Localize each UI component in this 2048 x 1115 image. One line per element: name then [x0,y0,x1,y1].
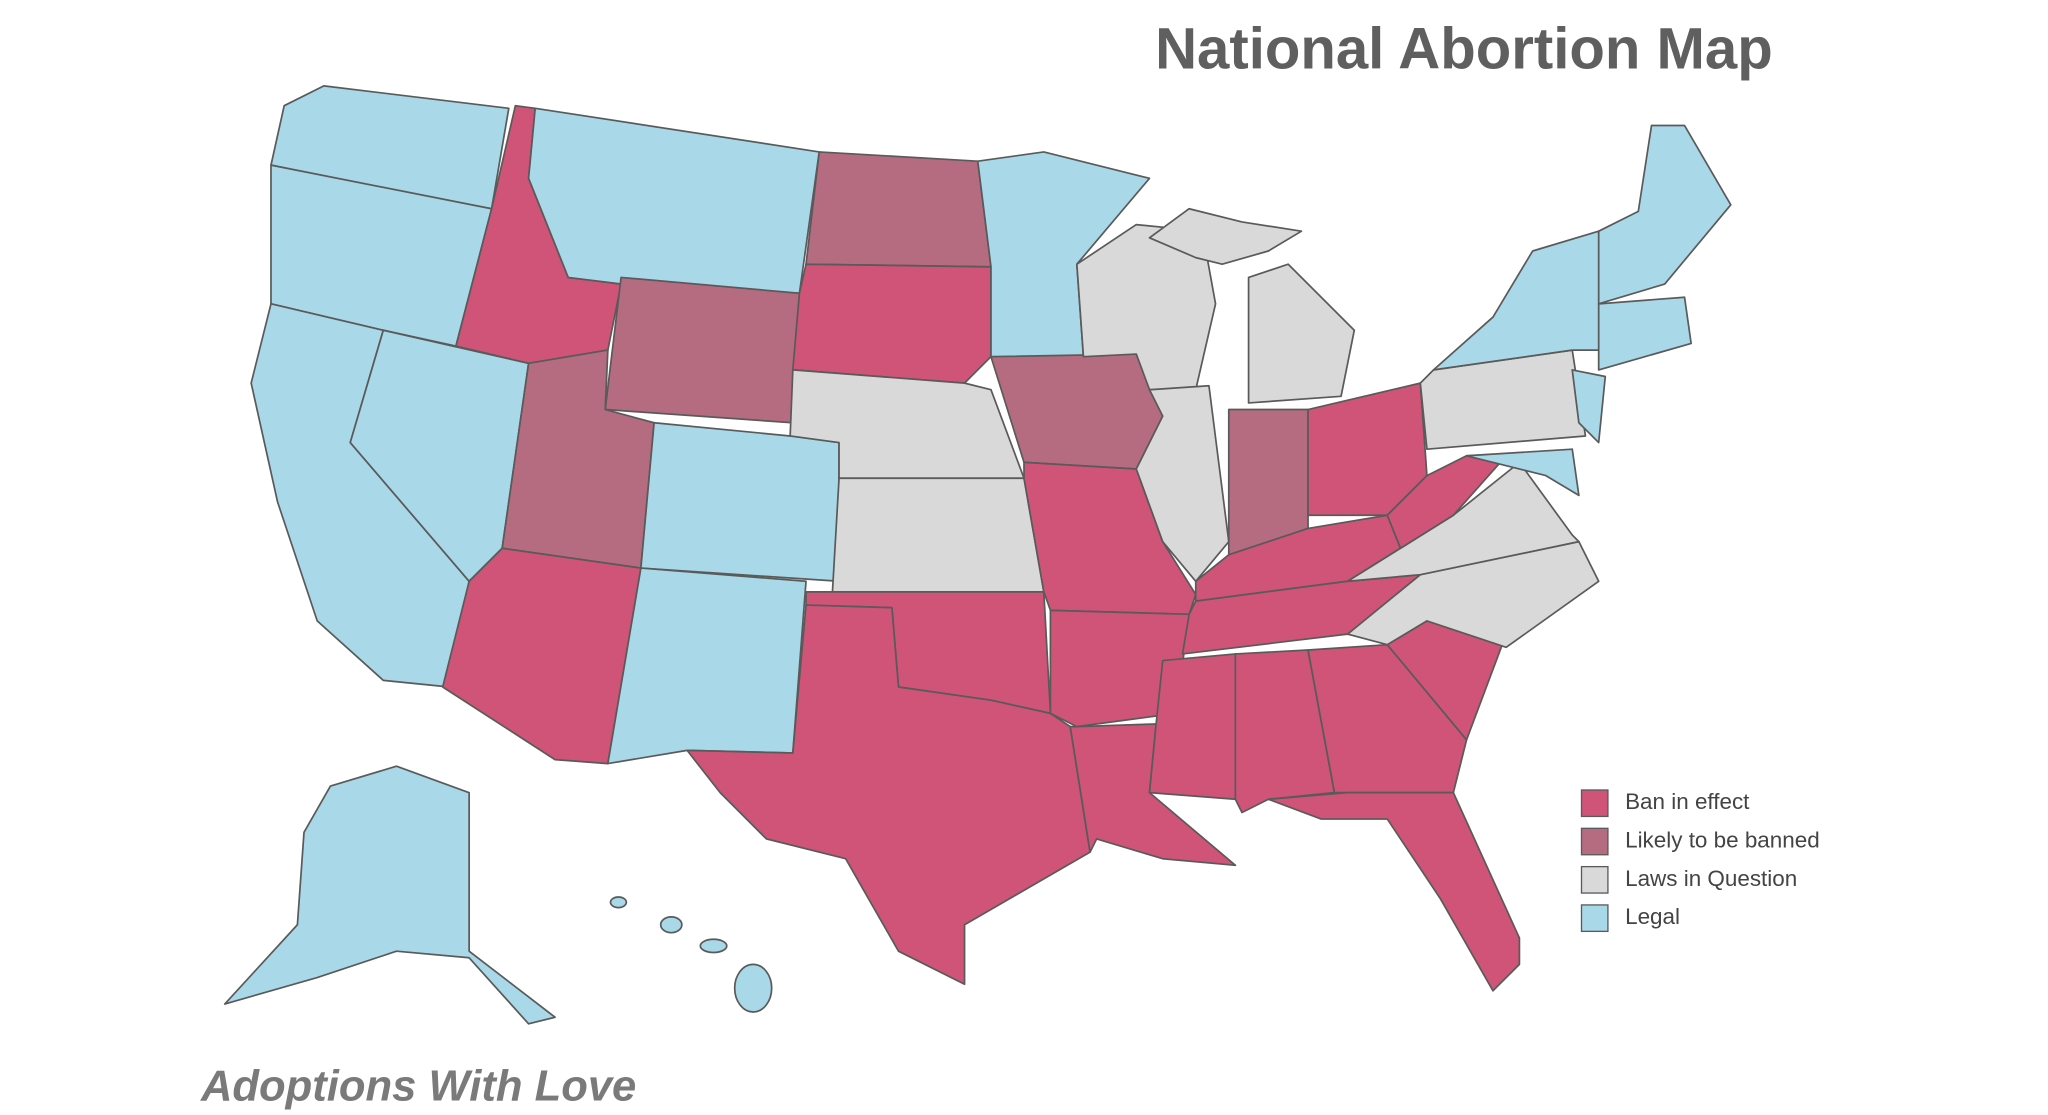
state [441,547,642,765]
state [659,915,683,934]
state [606,567,807,765]
state [1597,124,1732,305]
legend-label: Laws in Question [1625,866,1797,891]
state [733,963,773,1013]
state [990,353,1164,470]
title: National Abortion Map [1155,17,1773,82]
state [527,107,821,295]
state [1049,609,1190,728]
states [223,85,1732,1025]
legend-swatch [1580,904,1609,933]
legend: Ban in effect Likely to be banned Laws in … [1580,789,1820,933]
state [699,938,728,954]
state [1148,207,1303,266]
state [1597,296,1693,371]
state [1148,653,1237,801]
legend-label: Legal [1625,904,1680,929]
legend-label: Ban in effect [1625,789,1750,814]
state [831,477,1045,593]
legend-label: Likely to be banned [1625,827,1820,852]
legend-swatch [1580,827,1609,856]
state [1135,384,1230,583]
state [791,263,992,384]
state [1571,369,1607,444]
state [805,151,992,268]
legend-swatch [1580,865,1609,894]
state [640,421,840,583]
state [1432,230,1607,371]
state [1465,448,1580,497]
state [604,276,801,424]
footer: Adoptions With Love [200,1062,636,1110]
state [1346,461,1580,583]
state [1267,791,1521,992]
legend-swatch [1580,789,1609,818]
state [1247,263,1356,404]
state [609,896,628,909]
state [223,765,556,1025]
